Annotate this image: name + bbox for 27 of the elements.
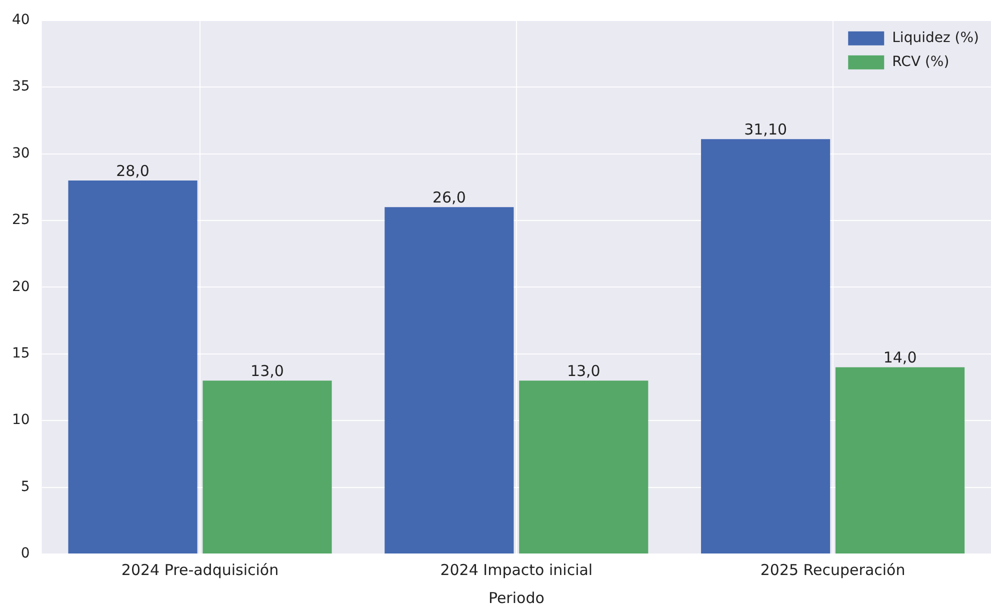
y-tick-label: 30 <box>12 145 30 162</box>
legend-label: Liquidez (%) <box>892 30 980 46</box>
y-tick-label: 25 <box>12 212 30 228</box>
x-tick-label: 2024 Pre-adquisición <box>121 560 279 579</box>
data-label: 31,10 <box>744 120 788 139</box>
x-tick-label: 2025 Recuperación <box>760 560 906 579</box>
bar <box>835 367 965 554</box>
data-label: 26,0 <box>432 188 466 207</box>
x-axis-title: Periodo <box>488 588 544 607</box>
data-label: 28,0 <box>116 162 150 180</box>
data-label: 13,0 <box>250 362 284 380</box>
y-tick-label: 0 <box>20 546 30 562</box>
bar <box>68 180 198 554</box>
y-tick-label: 40 <box>12 12 30 28</box>
bar <box>701 139 830 554</box>
y-tick-label: 35 <box>12 78 30 95</box>
legend-label: RCV (%) <box>892 54 950 70</box>
y-tick-label: 20 <box>12 278 30 295</box>
x-tick-label: 2024 Impacto inicial <box>440 560 593 579</box>
data-label: 14,0 <box>883 348 917 367</box>
y-tick-label: 15 <box>12 346 30 362</box>
bar <box>384 207 514 554</box>
y-tick-label: 10 <box>12 412 30 428</box>
y-tick-label: 5 <box>20 478 30 495</box>
bar <box>202 380 332 554</box>
bar <box>519 380 648 554</box>
data-label: 13,0 <box>566 362 600 380</box>
